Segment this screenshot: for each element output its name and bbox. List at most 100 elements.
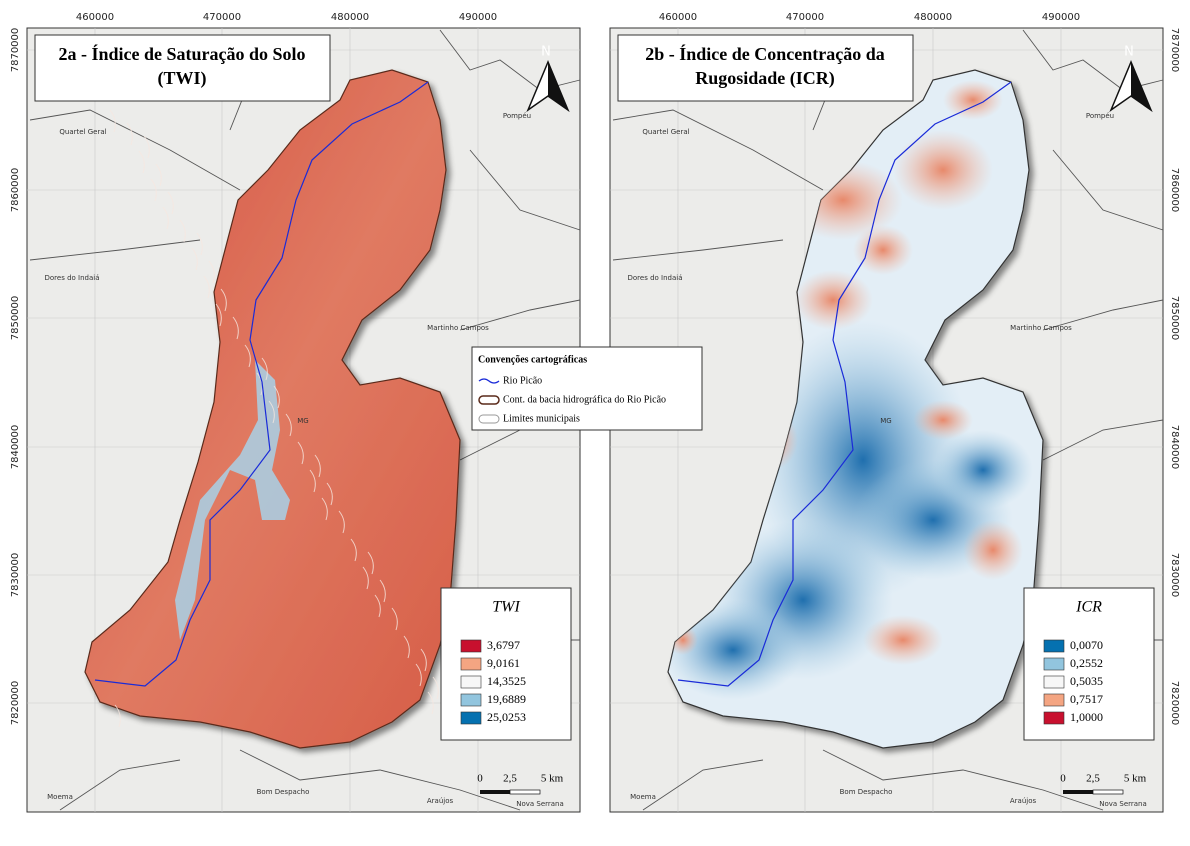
drainage <box>244 344 251 368</box>
scale-bar <box>480 790 510 794</box>
drainage <box>191 247 198 271</box>
high-zone <box>913 400 973 440</box>
x-tick-label: 480000 <box>914 12 952 23</box>
legend-label: 0,2552 <box>1070 656 1103 670</box>
map-title: (TWI) <box>158 68 207 89</box>
municipal-boundary <box>29 109 241 191</box>
river <box>94 81 429 687</box>
conventions-label: Cont. da bacia hidrográfica do Rio Picão <box>503 394 666 405</box>
high-zone <box>793 270 873 330</box>
map-panel: Quartel Geral Dores do Indaiá Martinho Cam… <box>609 12 1180 813</box>
scale-bar <box>509 789 541 795</box>
legend-swatch <box>1043 657 1065 671</box>
drainage <box>420 648 427 672</box>
river <box>677 81 1012 687</box>
drainage <box>162 206 169 230</box>
scale-label: 0 <box>477 773 483 785</box>
north-label: N <box>541 45 551 60</box>
legend-swatch <box>460 693 482 707</box>
y-tick-label: 7820000 <box>1169 681 1180 726</box>
drainage <box>273 385 280 409</box>
legend-swatch <box>1043 675 1065 689</box>
drainage <box>379 579 386 603</box>
conventions-legend: Convenções cartográficas Rio Picão Cont. d… <box>471 346 703 431</box>
drainage <box>179 219 186 243</box>
y-tick-label: 7830000 <box>10 553 21 598</box>
drainage <box>321 497 328 521</box>
x-tick-label: 490000 <box>459 12 497 23</box>
place-label: Martinho Campos <box>1010 324 1072 332</box>
conventions-box <box>471 346 703 431</box>
state-label: MG <box>880 417 891 425</box>
y-tick-label: 7870000 <box>10 28 21 73</box>
scale-bar <box>1092 789 1124 795</box>
low-zone <box>933 430 1033 510</box>
drainage <box>138 150 145 174</box>
place-label: Nova Serrana <box>516 800 564 808</box>
municipal-boundary <box>822 749 1104 811</box>
drainage <box>215 303 222 327</box>
scale-label: 0 <box>1060 773 1066 785</box>
drainage <box>109 109 116 133</box>
drainage <box>143 135 150 159</box>
high-zone <box>943 80 1003 120</box>
legend-label: 14,3525 <box>487 674 526 688</box>
drainage <box>208 260 215 284</box>
place-label: Martinho Campos <box>427 324 489 332</box>
scale-label: 5 km <box>1124 773 1147 785</box>
legend-label: 0,7517 <box>1070 692 1103 706</box>
legend-swatch <box>460 639 482 653</box>
north-arrow-half <box>1131 62 1151 110</box>
scale-label: 5 km <box>541 773 564 785</box>
conventions-label: Limites municipais <box>503 413 580 424</box>
municipal-boundary <box>612 109 824 191</box>
drainage <box>362 566 369 590</box>
y-tick-label: 7830000 <box>1169 553 1180 598</box>
municipal-boundary <box>59 759 181 811</box>
scale-bar <box>1063 790 1093 794</box>
scale-label: 2,5 <box>503 773 517 785</box>
x-tick-label: 460000 <box>76 12 114 23</box>
y-tick-label: 7850000 <box>10 296 21 341</box>
y-tick-label: 7820000 <box>10 681 21 726</box>
place-label: Moema <box>630 793 656 801</box>
place-label: Dores do Indaiá <box>45 274 100 282</box>
legend-swatch <box>460 675 482 689</box>
legend-swatch <box>1043 693 1065 707</box>
y-tick-label: 7860000 <box>1169 168 1180 213</box>
drainage <box>338 510 345 534</box>
place-label: Pompéu <box>1086 112 1114 120</box>
drainage <box>367 551 374 575</box>
drainage <box>432 676 439 700</box>
high-zone <box>893 130 993 210</box>
municipal-boundary <box>459 299 581 331</box>
title-box <box>34 34 331 102</box>
legend-swatch <box>460 711 482 725</box>
place-label: Pompéu <box>503 112 531 120</box>
municipal-boundary <box>29 239 201 261</box>
drainage <box>427 691 434 715</box>
drainage <box>196 232 203 256</box>
drainage <box>374 594 381 618</box>
drainage <box>309 469 316 493</box>
drainage <box>150 178 157 202</box>
north-arrow-half <box>548 62 568 110</box>
map-title: Rugosidade (ICR) <box>695 68 835 89</box>
drainage <box>326 482 333 506</box>
drainage <box>155 163 162 187</box>
high-zone <box>963 520 1023 580</box>
drainage <box>314 454 321 478</box>
drainage <box>220 288 227 312</box>
drainage <box>114 704 121 728</box>
map-title: 2b - Índice de Concentração da <box>645 43 885 64</box>
legend-label: 3,6797 <box>487 638 520 652</box>
place-label: Moema <box>47 793 73 801</box>
place-label: Bom Despacho <box>840 788 893 796</box>
legend-title: ICR <box>1075 599 1102 616</box>
municipal-boundary <box>469 149 581 231</box>
place-label: Araújos <box>427 797 454 805</box>
legend-label: 9,0161 <box>487 656 520 670</box>
map-title: 2a - Índice de Saturação do Solo <box>58 43 305 64</box>
high-zone <box>853 225 913 275</box>
